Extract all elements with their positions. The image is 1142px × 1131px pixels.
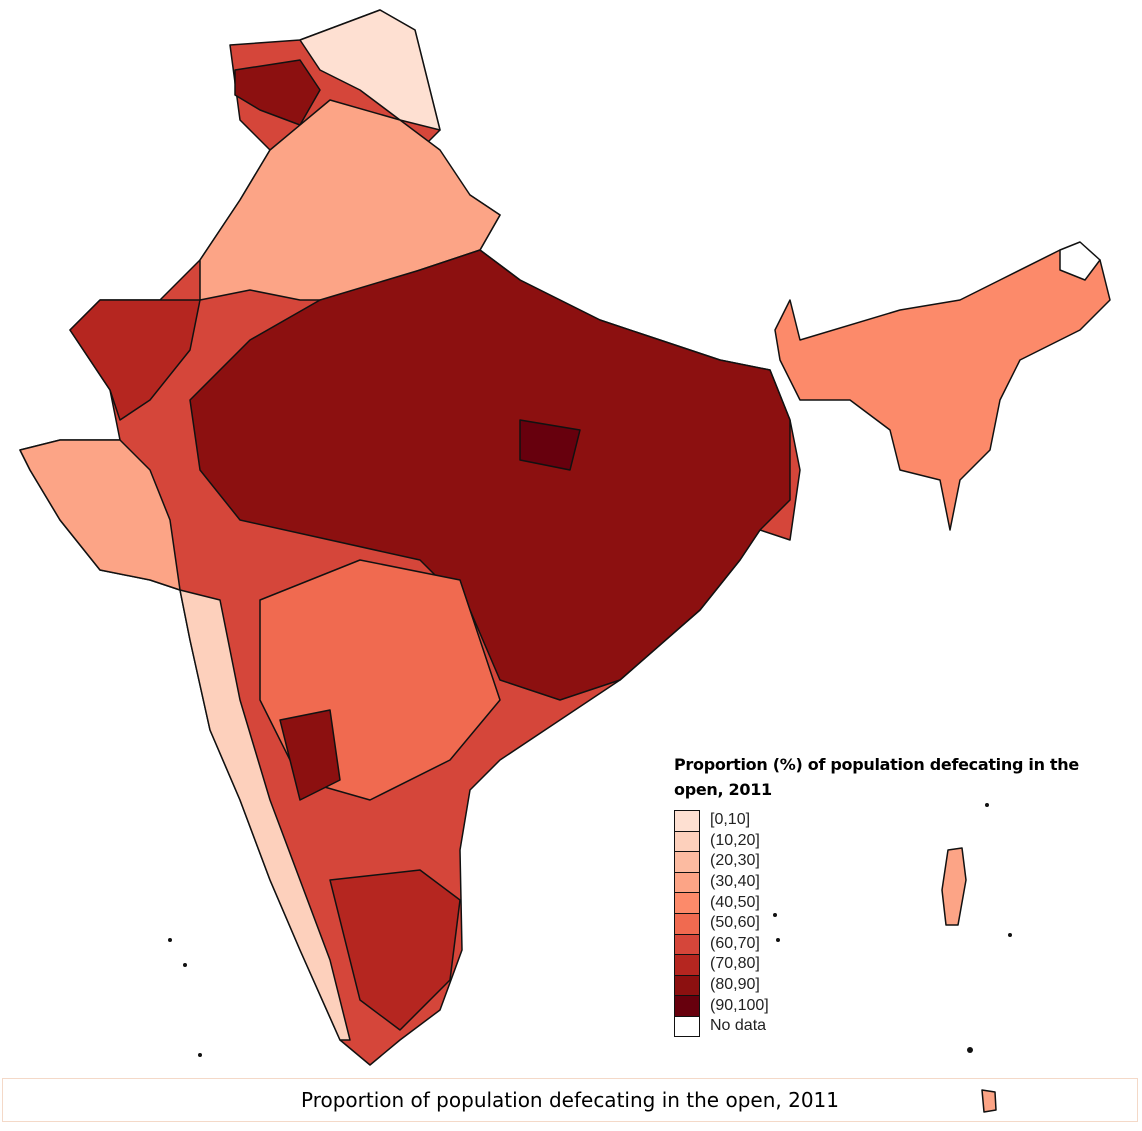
legend-label: No data [710, 1017, 767, 1035]
legend-item: (10,20] [674, 830, 1094, 852]
legend-title: Proportion (%) of population defecating … [674, 755, 1079, 799]
legend-items: [0,10] (10,20] (20,30] (30,40] (40,50] (50,60… [674, 810, 1094, 1037]
legend-swatch [674, 851, 700, 872]
south-region [329, 869, 461, 1031]
legend-label: (40,50] [710, 893, 760, 911]
legend: Proportion (%) of population defecating … [674, 752, 1094, 1037]
legend-label: (60,70] [710, 934, 760, 952]
legend-item: (30,40] [674, 871, 1094, 893]
legend-label: (50,60] [710, 914, 760, 932]
legend-item: [0,10] [674, 810, 1094, 831]
nicobar-island [981, 1089, 997, 1113]
legend-swatch [674, 871, 700, 893]
central-belt-region [189, 249, 791, 701]
legend-item: (80,90] [674, 974, 1094, 996]
legend-swatch [674, 933, 700, 955]
legend-swatch [674, 912, 700, 934]
legend-label: [0,10] [710, 811, 751, 829]
legend-item: (40,50] [674, 892, 1094, 913]
legend-swatch [674, 974, 700, 996]
central-core-region [519, 419, 581, 471]
west-region [69, 299, 201, 421]
legend-label: (20,30] [710, 852, 760, 870]
legend-item: No data [674, 1015, 1094, 1037]
map-caption: Proportion of population defecating in t… [2, 1078, 1138, 1122]
legend-item: (50,60] [674, 912, 1094, 934]
legend-label: (10,20] [710, 831, 760, 849]
northeast-nodata-region [1059, 241, 1101, 281]
northeast-region [774, 249, 1111, 531]
legend-label: (80,90] [710, 976, 760, 994]
karnataka-dark-region [279, 709, 341, 801]
legend-label: (70,80] [710, 955, 760, 973]
north-region-light [299, 9, 441, 131]
legend-item: (60,70] [674, 933, 1094, 955]
legend-label: (90,100] [710, 996, 769, 1014]
legend-item: (70,80] [674, 954, 1094, 975]
legend-label: (30,40] [710, 873, 760, 891]
legend-item: (20,30] [674, 851, 1094, 872]
legend-swatch [674, 1015, 700, 1037]
legend-swatch [674, 954, 700, 975]
legend-item: (90,100] [674, 995, 1094, 1016]
legend-swatch [674, 892, 700, 913]
legend-swatch [674, 810, 700, 831]
west-coast-region [179, 589, 351, 1041]
legend-swatch [674, 830, 700, 852]
legend-swatch [674, 995, 700, 1016]
andaman-islands [941, 847, 967, 926]
